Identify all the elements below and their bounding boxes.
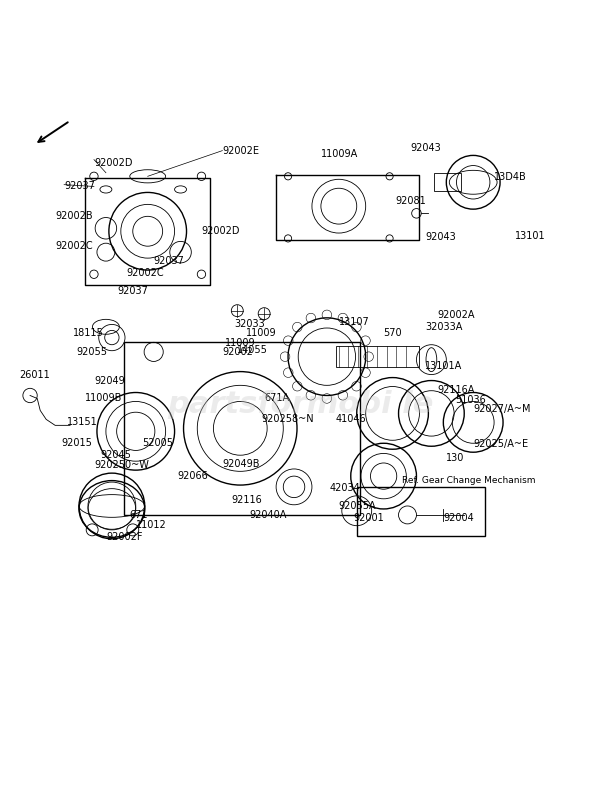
Text: 11009: 11009 bbox=[226, 338, 256, 348]
Text: 92043: 92043 bbox=[410, 143, 441, 152]
Text: 92081: 92081 bbox=[395, 196, 427, 206]
Text: 92002C: 92002C bbox=[55, 241, 93, 251]
Text: 14055: 14055 bbox=[237, 345, 268, 355]
Text: 92015: 92015 bbox=[61, 438, 92, 448]
Text: 13101: 13101 bbox=[515, 231, 545, 241]
Text: Ref. Gear Change Mechanism: Ref. Gear Change Mechanism bbox=[401, 476, 535, 485]
Text: 13151: 13151 bbox=[67, 418, 98, 427]
Text: 41046: 41046 bbox=[336, 414, 367, 425]
Text: 92002C: 92002C bbox=[127, 268, 164, 278]
Text: 671A: 671A bbox=[264, 393, 289, 403]
Text: 11009B: 11009B bbox=[85, 393, 122, 403]
Text: 92002D: 92002D bbox=[202, 226, 240, 236]
Text: 92066: 92066 bbox=[178, 471, 208, 481]
Text: 92002D: 92002D bbox=[94, 158, 133, 167]
Text: 920258~N: 920258~N bbox=[261, 414, 314, 425]
Text: 18115: 18115 bbox=[73, 328, 104, 338]
Text: 92116: 92116 bbox=[232, 495, 262, 505]
Text: 92001: 92001 bbox=[354, 513, 385, 523]
Text: 92002B: 92002B bbox=[55, 211, 93, 221]
Text: 92027/A~M: 92027/A~M bbox=[473, 404, 530, 414]
Text: 570: 570 bbox=[383, 328, 402, 338]
Text: 13101A: 13101A bbox=[425, 360, 463, 371]
Text: 51036: 51036 bbox=[455, 395, 486, 404]
Text: 92049: 92049 bbox=[94, 375, 125, 385]
Text: 42034: 42034 bbox=[330, 483, 361, 493]
Text: 92040A: 92040A bbox=[249, 510, 287, 520]
Text: 920250~W: 920250~W bbox=[94, 460, 149, 470]
Text: 92037: 92037 bbox=[154, 256, 185, 266]
Text: 32033: 32033 bbox=[235, 319, 265, 329]
Text: 671: 671 bbox=[130, 510, 148, 520]
Text: 92037: 92037 bbox=[64, 181, 95, 192]
Text: 92045: 92045 bbox=[100, 451, 131, 460]
Text: 11009: 11009 bbox=[246, 328, 277, 338]
Text: 52005: 52005 bbox=[142, 438, 173, 448]
Text: 92002E: 92002E bbox=[223, 146, 259, 155]
Text: 26011: 26011 bbox=[19, 370, 50, 380]
Text: 92037: 92037 bbox=[118, 286, 149, 296]
Text: 92055: 92055 bbox=[76, 347, 107, 357]
Bar bbox=[124, 341, 360, 515]
Text: 92055A: 92055A bbox=[339, 501, 376, 511]
Text: 11012: 11012 bbox=[136, 520, 167, 530]
Text: 13D4B: 13D4B bbox=[494, 173, 527, 182]
Text: 130: 130 bbox=[446, 453, 464, 463]
Bar bbox=[357, 487, 485, 536]
Text: 92049B: 92049B bbox=[223, 459, 260, 469]
Bar bbox=[434, 173, 461, 191]
Text: 13107: 13107 bbox=[339, 317, 370, 327]
Text: 92004: 92004 bbox=[443, 513, 474, 523]
Text: 92002A: 92002A bbox=[437, 310, 475, 319]
Text: 92043: 92043 bbox=[425, 232, 456, 243]
Text: 92116A: 92116A bbox=[437, 385, 475, 395]
Bar bbox=[336, 346, 419, 367]
Text: 92002: 92002 bbox=[223, 347, 253, 357]
Text: 11009A: 11009A bbox=[321, 148, 358, 159]
Text: partsformobi le: partsformobi le bbox=[167, 390, 433, 419]
Text: 92002F: 92002F bbox=[106, 532, 142, 542]
Text: 92025/A~E: 92025/A~E bbox=[473, 440, 529, 450]
Text: 32033A: 32033A bbox=[425, 322, 463, 332]
